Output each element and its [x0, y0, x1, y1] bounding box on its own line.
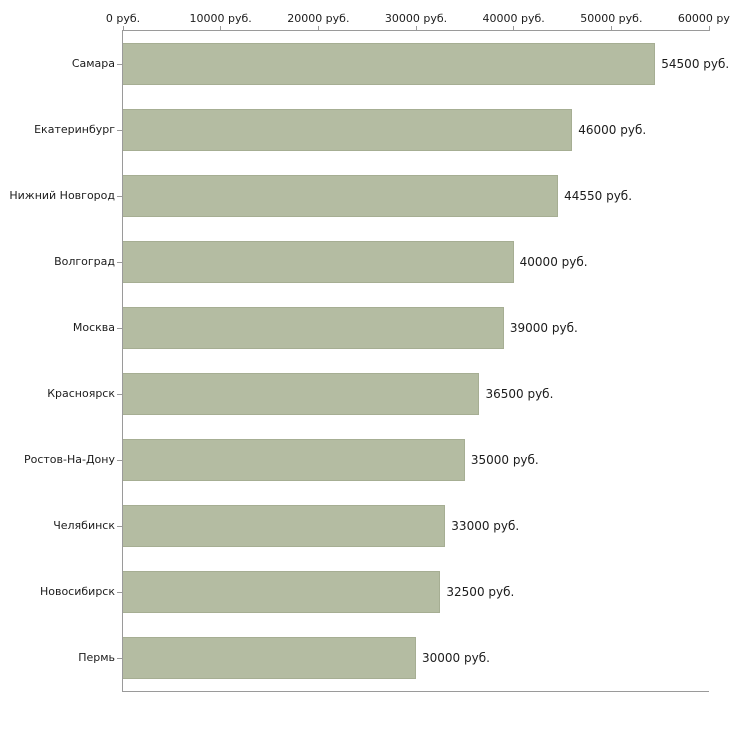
- x-axis-tick: [122, 26, 124, 31]
- category-label: Москва: [72, 321, 115, 334]
- x-axis-tick-label: 10000 руб.: [189, 12, 252, 25]
- x-axis-tick-label: 40000 руб.: [482, 12, 545, 25]
- bar-3: [123, 241, 514, 283]
- x-axis-tick: [513, 26, 515, 31]
- bar-6: [123, 439, 465, 481]
- y-axis-tick: [117, 327, 122, 329]
- category-label: Екатеринбург: [34, 123, 115, 136]
- x-axis-tick-label: 20000 руб.: [287, 12, 350, 25]
- y-axis-tick: [117, 195, 122, 197]
- bar-9: [123, 637, 416, 679]
- value-label: 30000 руб.: [422, 651, 490, 665]
- value-label: 39000 руб.: [509, 321, 578, 335]
- y-axis-tick: [117, 657, 122, 659]
- category-label: Пермь: [78, 651, 115, 664]
- x-axis-tick: [317, 26, 319, 31]
- y-axis-tick: [117, 261, 122, 263]
- bar-1: [123, 109, 573, 151]
- x-axis-tick: [415, 26, 417, 31]
- x-axis-tick-label: 50000 руб.: [580, 12, 643, 25]
- y-axis-tick: [117, 525, 122, 527]
- category-label: Нижний Новгород: [9, 189, 115, 202]
- x-axis-tick-label: 0 руб.: [105, 12, 141, 25]
- value-label: 32500 руб.: [446, 585, 515, 599]
- value-label: 44550 руб.: [564, 189, 633, 203]
- value-label: 35000 руб.: [470, 453, 539, 467]
- y-axis-tick: [117, 459, 122, 461]
- bar-2: [123, 175, 559, 217]
- x-axis-tick-label: 60000 руб.: [677, 12, 730, 25]
- bar-8: [123, 571, 441, 613]
- category-label: Ростов-На-Дону: [23, 453, 115, 466]
- category-label: Волгоград: [54, 255, 115, 268]
- y-axis-tick: [117, 129, 122, 131]
- y-axis-tick: [117, 63, 122, 65]
- x-axis-tick: [708, 26, 710, 31]
- category-label: Челябинск: [53, 519, 115, 532]
- bar-0: [123, 43, 656, 85]
- y-axis-tick: [117, 591, 122, 593]
- category-label: Новосибирск: [39, 585, 115, 598]
- value-label: 54500 руб.: [661, 57, 730, 71]
- bar-4: [123, 307, 504, 349]
- category-label: Красноярск: [47, 387, 115, 400]
- x-axis-tick: [220, 26, 222, 31]
- bar-7: [123, 505, 446, 547]
- value-label: 36500 руб.: [485, 387, 554, 401]
- bar-5: [123, 373, 480, 415]
- value-label: 46000 руб.: [578, 123, 647, 137]
- x-axis-tick-label: 30000 руб.: [384, 12, 448, 25]
- value-label: 40000 руб.: [519, 255, 588, 269]
- plot-area: 0 руб. 10000 руб. 20000 руб. 30000 руб. 4000…: [9, 12, 730, 692]
- value-label: 33000 руб.: [451, 519, 520, 533]
- category-label: Самара: [71, 57, 115, 70]
- x-axis-tick: [610, 26, 612, 31]
- y-axis-tick: [117, 393, 122, 395]
